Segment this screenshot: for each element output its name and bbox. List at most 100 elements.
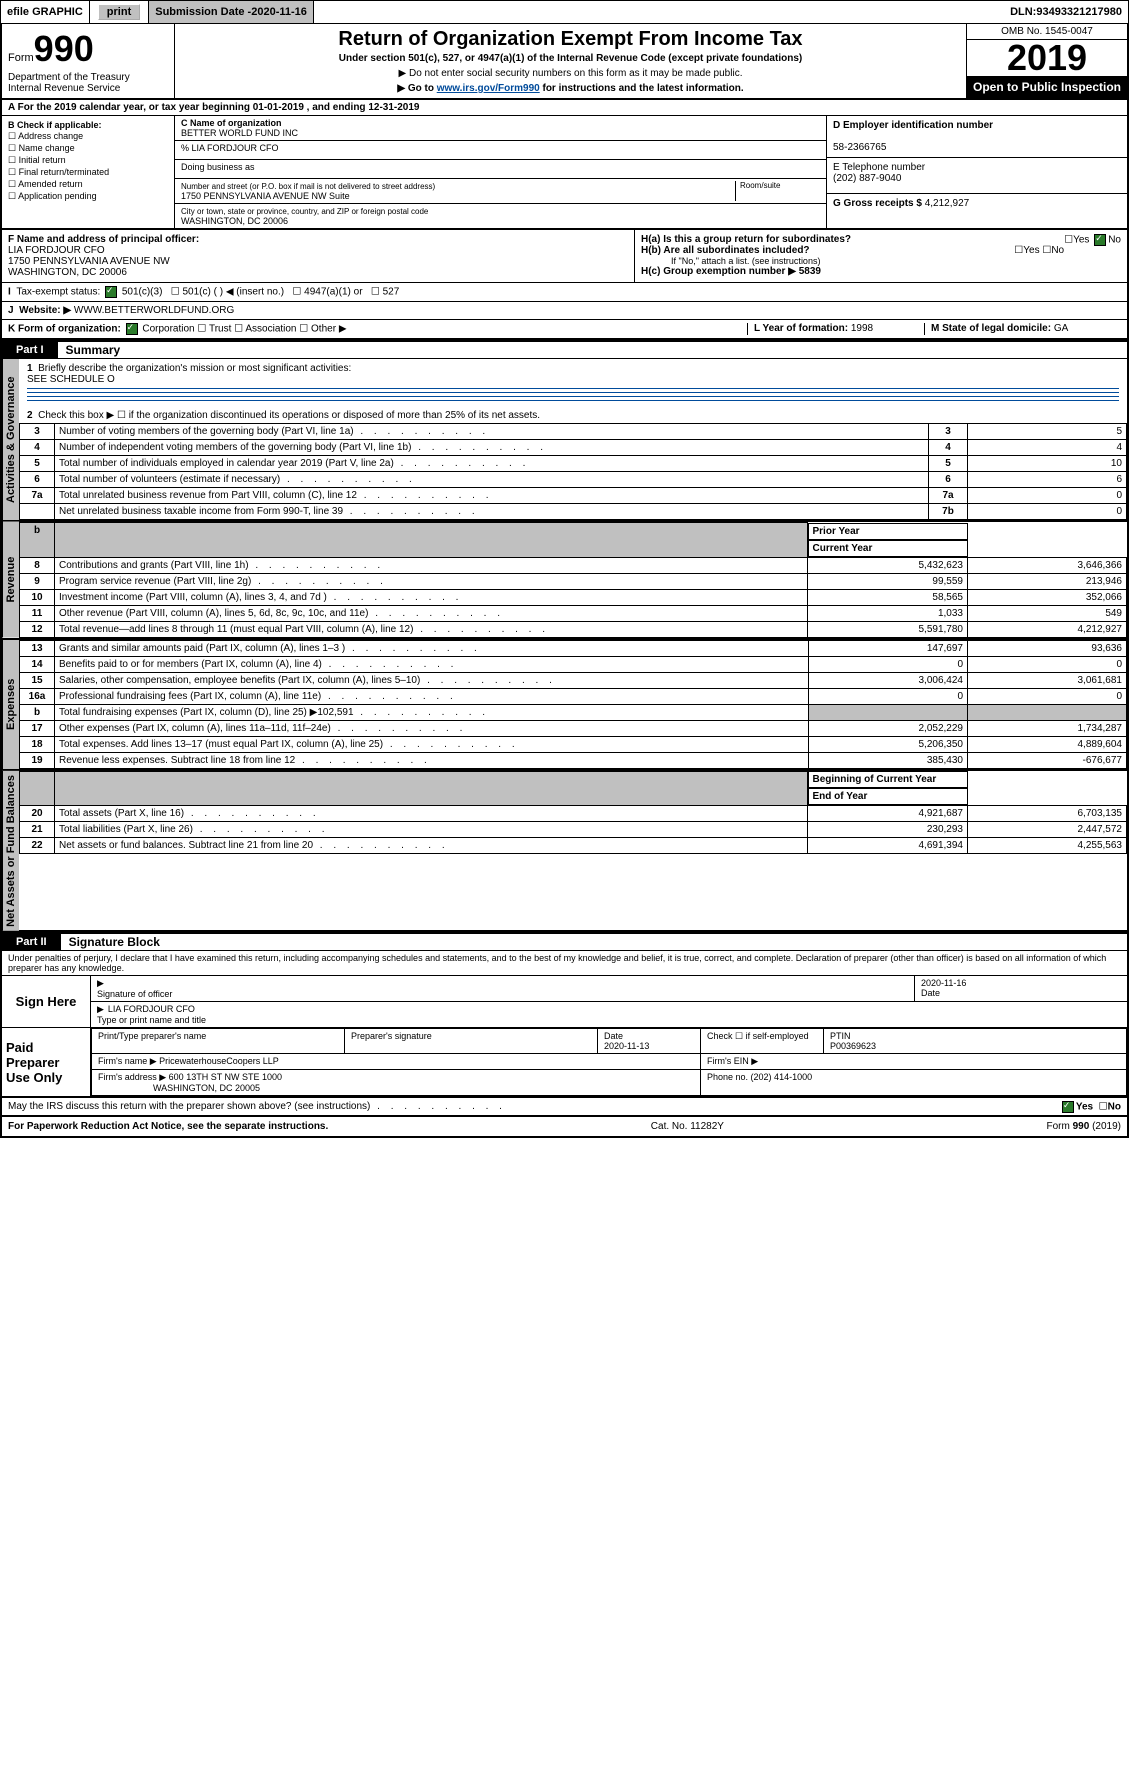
room-suite: Room/suite: [735, 181, 820, 201]
sig-officer: Signature of officer: [91, 976, 914, 1002]
print-button[interactable]: print: [98, 4, 140, 20]
col-b: B Check if applicable: ☐ Address change …: [2, 116, 175, 228]
discuss-row: May the IRS discuss this return with the…: [2, 1098, 1127, 1115]
chk-address[interactable]: ☐ Address change: [8, 131, 168, 142]
part2-title: Signature Block: [61, 935, 160, 949]
net-table: Beginning of Current Year End of Year 20…: [19, 771, 1127, 855]
table-row: Net unrelated business taxable income fr…: [20, 504, 1127, 520]
perjury-text: Under penalties of perjury, I declare th…: [2, 951, 1127, 976]
header-right: OMB No. 1545-0047 2019 Open to Public In…: [967, 24, 1127, 98]
table-row: 8Contributions and grants (Part VIII, li…: [20, 557, 1127, 573]
table-row: 4Number of independent voting members of…: [20, 440, 1127, 456]
table-row: 5Total number of individuals employed in…: [20, 456, 1127, 472]
section-expenses: Expenses 13Grants and similar amounts pa…: [2, 640, 1127, 771]
table-row: 22Net assets or fund balances. Subtract …: [20, 838, 1127, 854]
form-note2: ▶ Go to www.irs.gov/Form990 for instruct…: [183, 83, 958, 94]
part1-tab: Part I: [2, 342, 58, 358]
vtab-expenses: Expenses: [2, 640, 19, 769]
chk-final[interactable]: ☐ Final return/terminated: [8, 167, 168, 178]
table-row: 15Salaries, other compensation, employee…: [20, 672, 1127, 688]
sig-date: 2020-11-16Date: [914, 976, 1127, 1002]
form-title: Return of Organization Exempt From Incom…: [183, 28, 958, 51]
form-subtitle: Under section 501(c), 527, or 4947(a)(1)…: [183, 53, 958, 64]
hc-group: H(c) Group exemption number ▶ 5839: [641, 266, 821, 277]
ha-no-checkbox[interactable]: [1094, 234, 1106, 246]
hb-note: If "No," attach a list. (see instruction…: [641, 256, 1121, 266]
table-row: bTotal fundraising expenses (Part IX, co…: [20, 704, 1127, 720]
chk-initial[interactable]: ☐ Initial return: [8, 155, 168, 166]
table-row: 19Revenue less expenses. Subtract line 1…: [20, 752, 1127, 768]
top-toolbar: efile GRAPHIC print Submission Date - 20…: [0, 0, 1129, 24]
form-container: Form990 Department of the Treasury Inter…: [0, 24, 1129, 1138]
paid-preparer-block: Paid Preparer Use Only Print/Type prepar…: [2, 1028, 1127, 1098]
efile-label: efile GRAPHIC: [1, 1, 90, 23]
form-header: Form990 Department of the Treasury Inter…: [2, 24, 1127, 100]
footer-right: Form 990 (2019): [1047, 1121, 1122, 1132]
care-of: % LIA FORDJOUR CFO: [175, 141, 826, 160]
table-row: 9Program service revenue (Part VIII, lin…: [20, 573, 1127, 589]
row-k: K Form of organization: Corporation ☐ Tr…: [2, 320, 1127, 340]
row-a: A For the 2019 calendar year, or tax yea…: [2, 100, 1127, 116]
table-row: 14Benefits paid to or for members (Part …: [20, 656, 1127, 672]
open-inspection: Open to Public Inspection: [967, 76, 1127, 98]
submission-date: Submission Date - 2020-11-16: [149, 1, 314, 23]
principal-officer: F Name and address of principal officer:…: [2, 230, 635, 282]
table-row: 3Number of voting members of the governi…: [20, 424, 1127, 440]
print-cell: print: [90, 1, 149, 23]
table-row: 13Grants and similar amounts paid (Part …: [20, 640, 1127, 656]
row-f-h: F Name and address of principal officer:…: [2, 230, 1127, 283]
vtab-net: Net Assets or Fund Balances: [2, 771, 19, 931]
chk-amended[interactable]: ☐ Amended return: [8, 179, 168, 190]
col-b-title: B Check if applicable:: [8, 120, 102, 130]
part1-header: Part I Summary: [2, 340, 1127, 359]
group-return: H(a) Is this a group return for subordin…: [635, 230, 1127, 282]
dept-label: Department of the Treasury Internal Reve…: [8, 72, 168, 94]
footer-mid: Cat. No. 11282Y: [651, 1121, 724, 1132]
table-row: 21Total liabilities (Part X, line 26)230…: [20, 822, 1127, 838]
table-row: 16aProfessional fundraising fees (Part I…: [20, 688, 1127, 704]
line2: 2 Check this box ▶ ☐ if the organization…: [19, 408, 1127, 423]
chk-corp[interactable]: [126, 323, 138, 335]
rev-table: b Prior Year Current Year 8Contributions…: [19, 522, 1127, 638]
vtab-governance: Activities & Governance: [2, 359, 19, 520]
table-row: 11Other revenue (Part VIII, column (A), …: [20, 605, 1127, 621]
rev-header-row: b Prior Year Current Year: [20, 523, 1127, 558]
table-row: 18Total expenses. Add lines 13–17 (must …: [20, 736, 1127, 752]
part2-header: Part II Signature Block: [2, 932, 1127, 951]
part2-tab: Part II: [2, 934, 61, 950]
section-net: Net Assets or Fund Balances Beginning of…: [2, 771, 1127, 933]
gross-box: G Gross receipts $ 4,212,927: [827, 194, 1127, 229]
city-row: City or town, state or province, country…: [175, 204, 826, 228]
row-j: J Website: ▶ WWW.BETTERWORLDFUND.ORG: [2, 302, 1127, 320]
section-revenue: Revenue b Prior Year Current Year 8Contr…: [2, 522, 1127, 640]
chk-501c3[interactable]: [105, 286, 117, 298]
form-footer: For Paperwork Reduction Act Notice, see …: [2, 1115, 1127, 1136]
discuss-yes[interactable]: [1062, 1101, 1074, 1113]
form-number: Form990: [8, 28, 168, 70]
table-row: 7aTotal unrelated business revenue from …: [20, 488, 1127, 504]
chk-pending[interactable]: ☐ Application pending: [8, 191, 168, 202]
org-name: C Name of organizationBETTER WORLD FUND …: [175, 116, 826, 141]
instructions-link[interactable]: www.irs.gov/Form990: [437, 83, 540, 94]
footer-left: For Paperwork Reduction Act Notice, see …: [8, 1121, 328, 1132]
tel-box: E Telephone number(202) 887-9040: [827, 158, 1127, 194]
tax-year: 2019: [967, 40, 1127, 76]
sign-here-right: Signature of officer 2020-11-16Date LIA …: [91, 976, 1127, 1027]
table-row: 10Investment income (Part VIII, column (…: [20, 589, 1127, 605]
street-row: Number and street (or P.O. box if mail i…: [175, 179, 826, 204]
chk-name[interactable]: ☐ Name change: [8, 143, 168, 154]
net-header-row: Beginning of Current Year End of Year: [20, 771, 1127, 806]
section-governance: Activities & Governance 1 Briefly descri…: [2, 359, 1127, 522]
ein-box: D Employer identification number58-23667…: [827, 116, 1127, 158]
header-mid: Return of Organization Exempt From Incom…: [175, 24, 967, 98]
gov-table: 3Number of voting members of the governi…: [19, 423, 1127, 520]
exp-table: 13Grants and similar amounts paid (Part …: [19, 640, 1127, 769]
vtab-revenue: Revenue: [2, 522, 19, 638]
paid-label: Paid Preparer Use Only: [2, 1028, 91, 1096]
preparer-table: Print/Type preparer's name Preparer's si…: [91, 1028, 1127, 1096]
identity-grid: B Check if applicable: ☐ Address change …: [2, 116, 1127, 230]
col-c: C Name of organizationBETTER WORLD FUND …: [175, 116, 826, 228]
part1-title: Summary: [58, 343, 121, 357]
dln: DLN: 93493321217980: [1004, 1, 1128, 23]
sig-name: LIA FORDJOUR CFOType or print name and t…: [91, 1002, 1127, 1027]
